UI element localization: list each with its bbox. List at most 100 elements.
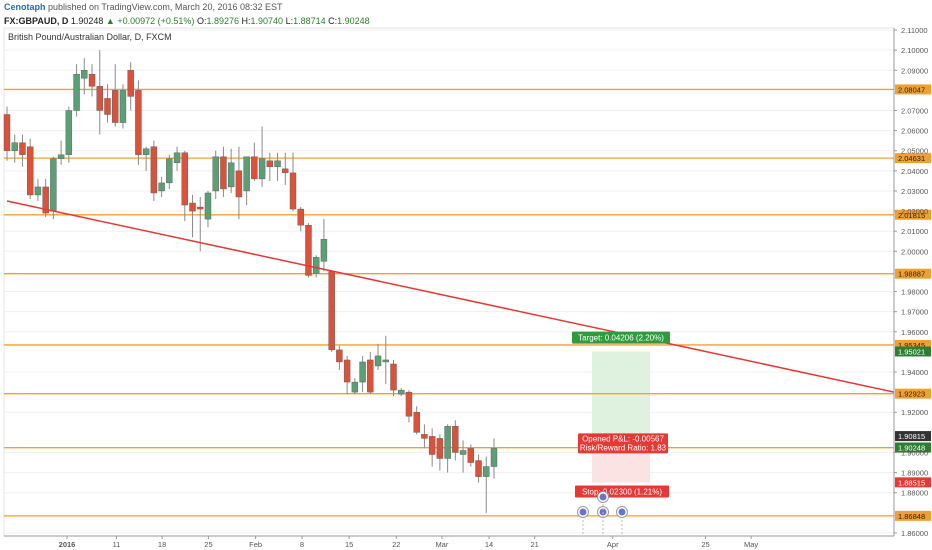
candle-body[interactable]: [483, 466, 490, 477]
candle-body[interactable]: [490, 448, 498, 467]
candle-body[interactable]: [320, 239, 328, 262]
y-tick-label: 1.90000: [901, 448, 928, 457]
candle-body[interactable]: [305, 224, 312, 276]
candle-body[interactable]: [119, 90, 127, 123]
candle-body[interactable]: [475, 460, 482, 477]
candle-body[interactable]: [351, 381, 359, 393]
trendline[interactable]: [6, 200, 895, 393]
open-label: O:: [196, 16, 207, 26]
level-price-label: 2.01815: [898, 211, 925, 220]
candle-body[interactable]: [227, 162, 235, 188]
price-tag-label: 1.95021: [898, 347, 925, 356]
low-label: L:: [285, 16, 294, 26]
candle-body[interactable]: [189, 202, 196, 212]
candle-body[interactable]: [57, 154, 65, 159]
candle-body[interactable]: [112, 90, 119, 123]
up-arrow-icon: ▲: [105, 16, 115, 26]
candle-body[interactable]: [135, 90, 142, 155]
candle-body[interactable]: [3, 114, 11, 151]
candle-body[interactable]: [204, 192, 212, 220]
candle-body[interactable]: [104, 98, 111, 115]
candle-body[interactable]: [142, 148, 150, 155]
candle-body[interactable]: [158, 182, 165, 192]
x-tick-label: Apr: [607, 540, 619, 549]
risk-reward-label: Risk/Reward Ratio: 1.83: [580, 443, 667, 452]
candle-body[interactable]: [421, 434, 428, 439]
candle-body[interactable]: [251, 156, 258, 180]
candle-body[interactable]: [398, 389, 405, 395]
candle-body[interactable]: [413, 412, 420, 433]
y-tick-label: 2.04000: [901, 167, 928, 176]
candle-body[interactable]: [367, 359, 374, 393]
y-tick-label: 2.01000: [901, 227, 928, 236]
low-value: 1.88714: [293, 16, 326, 26]
candle-body[interactable]: [11, 142, 18, 151]
candle-body[interactable]: [452, 426, 459, 453]
publish-header: Cenotaph published on TradingView.com, M…: [4, 2, 283, 12]
x-tick-label: Feb: [249, 540, 262, 549]
x-tick-label: Mar: [435, 540, 448, 549]
level-price-tag: [895, 339, 931, 350]
candle-body[interactable]: [81, 70, 88, 79]
candle-body[interactable]: [382, 359, 389, 363]
close-label: C:: [328, 16, 338, 26]
candle-body[interactable]: [297, 208, 304, 226]
candle-body[interactable]: [50, 158, 57, 212]
price-tag: [895, 431, 931, 442]
candle-body[interactable]: [313, 257, 320, 274]
candle-body[interactable]: [88, 74, 96, 87]
candle-body[interactable]: [127, 70, 134, 97]
y-tick-label: 1.98000: [901, 288, 928, 297]
target-label: Target: 0.04206 (2.20%): [578, 334, 664, 343]
author-name[interactable]: Cenotaph: [4, 2, 46, 12]
candle-body[interactable]: [243, 156, 250, 192]
candle-body[interactable]: [150, 146, 158, 194]
y-tick-label: 1.97000: [901, 308, 928, 317]
candle-body[interactable]: [96, 86, 103, 111]
candle-body[interactable]: [289, 172, 297, 210]
candle-body[interactable]: [181, 152, 188, 206]
change-value: +0.00972 (+0.51%): [117, 16, 195, 26]
candle-body[interactable]: [19, 142, 26, 155]
x-tick-label: 25: [701, 540, 709, 549]
candle-body[interactable]: [467, 448, 474, 463]
candle-body[interactable]: [197, 206, 204, 210]
candle-body[interactable]: [336, 349, 343, 363]
candle-body[interactable]: [34, 186, 42, 196]
candle-body[interactable]: [235, 170, 243, 198]
candle-body[interactable]: [274, 160, 281, 168]
level-price-tag: [895, 388, 931, 399]
event-flag-inner: [618, 508, 626, 516]
level-price-label: 1.86848: [898, 512, 925, 521]
publish-info: published on TradingView.com, March 20, …: [48, 2, 283, 12]
candle-body[interactable]: [374, 355, 382, 367]
y-tick-label: 2.06000: [901, 127, 928, 136]
x-tick-label: 22: [392, 540, 400, 549]
candle-body[interactable]: [173, 152, 181, 163]
candle-body[interactable]: [220, 156, 227, 190]
candle-body[interactable]: [405, 391, 413, 417]
candle-body[interactable]: [459, 450, 467, 455]
candle-body[interactable]: [166, 158, 173, 184]
candle-body[interactable]: [328, 271, 335, 351]
high-label: H:: [241, 16, 251, 26]
candle-body[interactable]: [212, 156, 219, 192]
position-labels-layer: Target: 0.04206 (2.20%) Opened P&L: -0.00…: [572, 331, 670, 498]
x-tick-label: 14: [485, 540, 493, 549]
candle-body[interactable]: [258, 158, 266, 180]
candle-body[interactable]: [444, 426, 451, 459]
candle-body[interactable]: [266, 160, 274, 168]
x-tick-label: 25: [204, 540, 212, 549]
candle-body[interactable]: [65, 110, 73, 155]
candle-body[interactable]: [26, 146, 34, 196]
candle-body[interactable]: [73, 74, 80, 111]
candle-body[interactable]: [390, 363, 397, 391]
candle-body[interactable]: [343, 359, 351, 383]
candle-body[interactable]: [428, 436, 436, 455]
candle-body[interactable]: [359, 361, 366, 383]
candle-body[interactable]: [282, 168, 289, 174]
level-price-label: 2.04631: [898, 154, 925, 163]
candle-body[interactable]: [42, 186, 49, 214]
candle-body[interactable]: [436, 438, 444, 459]
